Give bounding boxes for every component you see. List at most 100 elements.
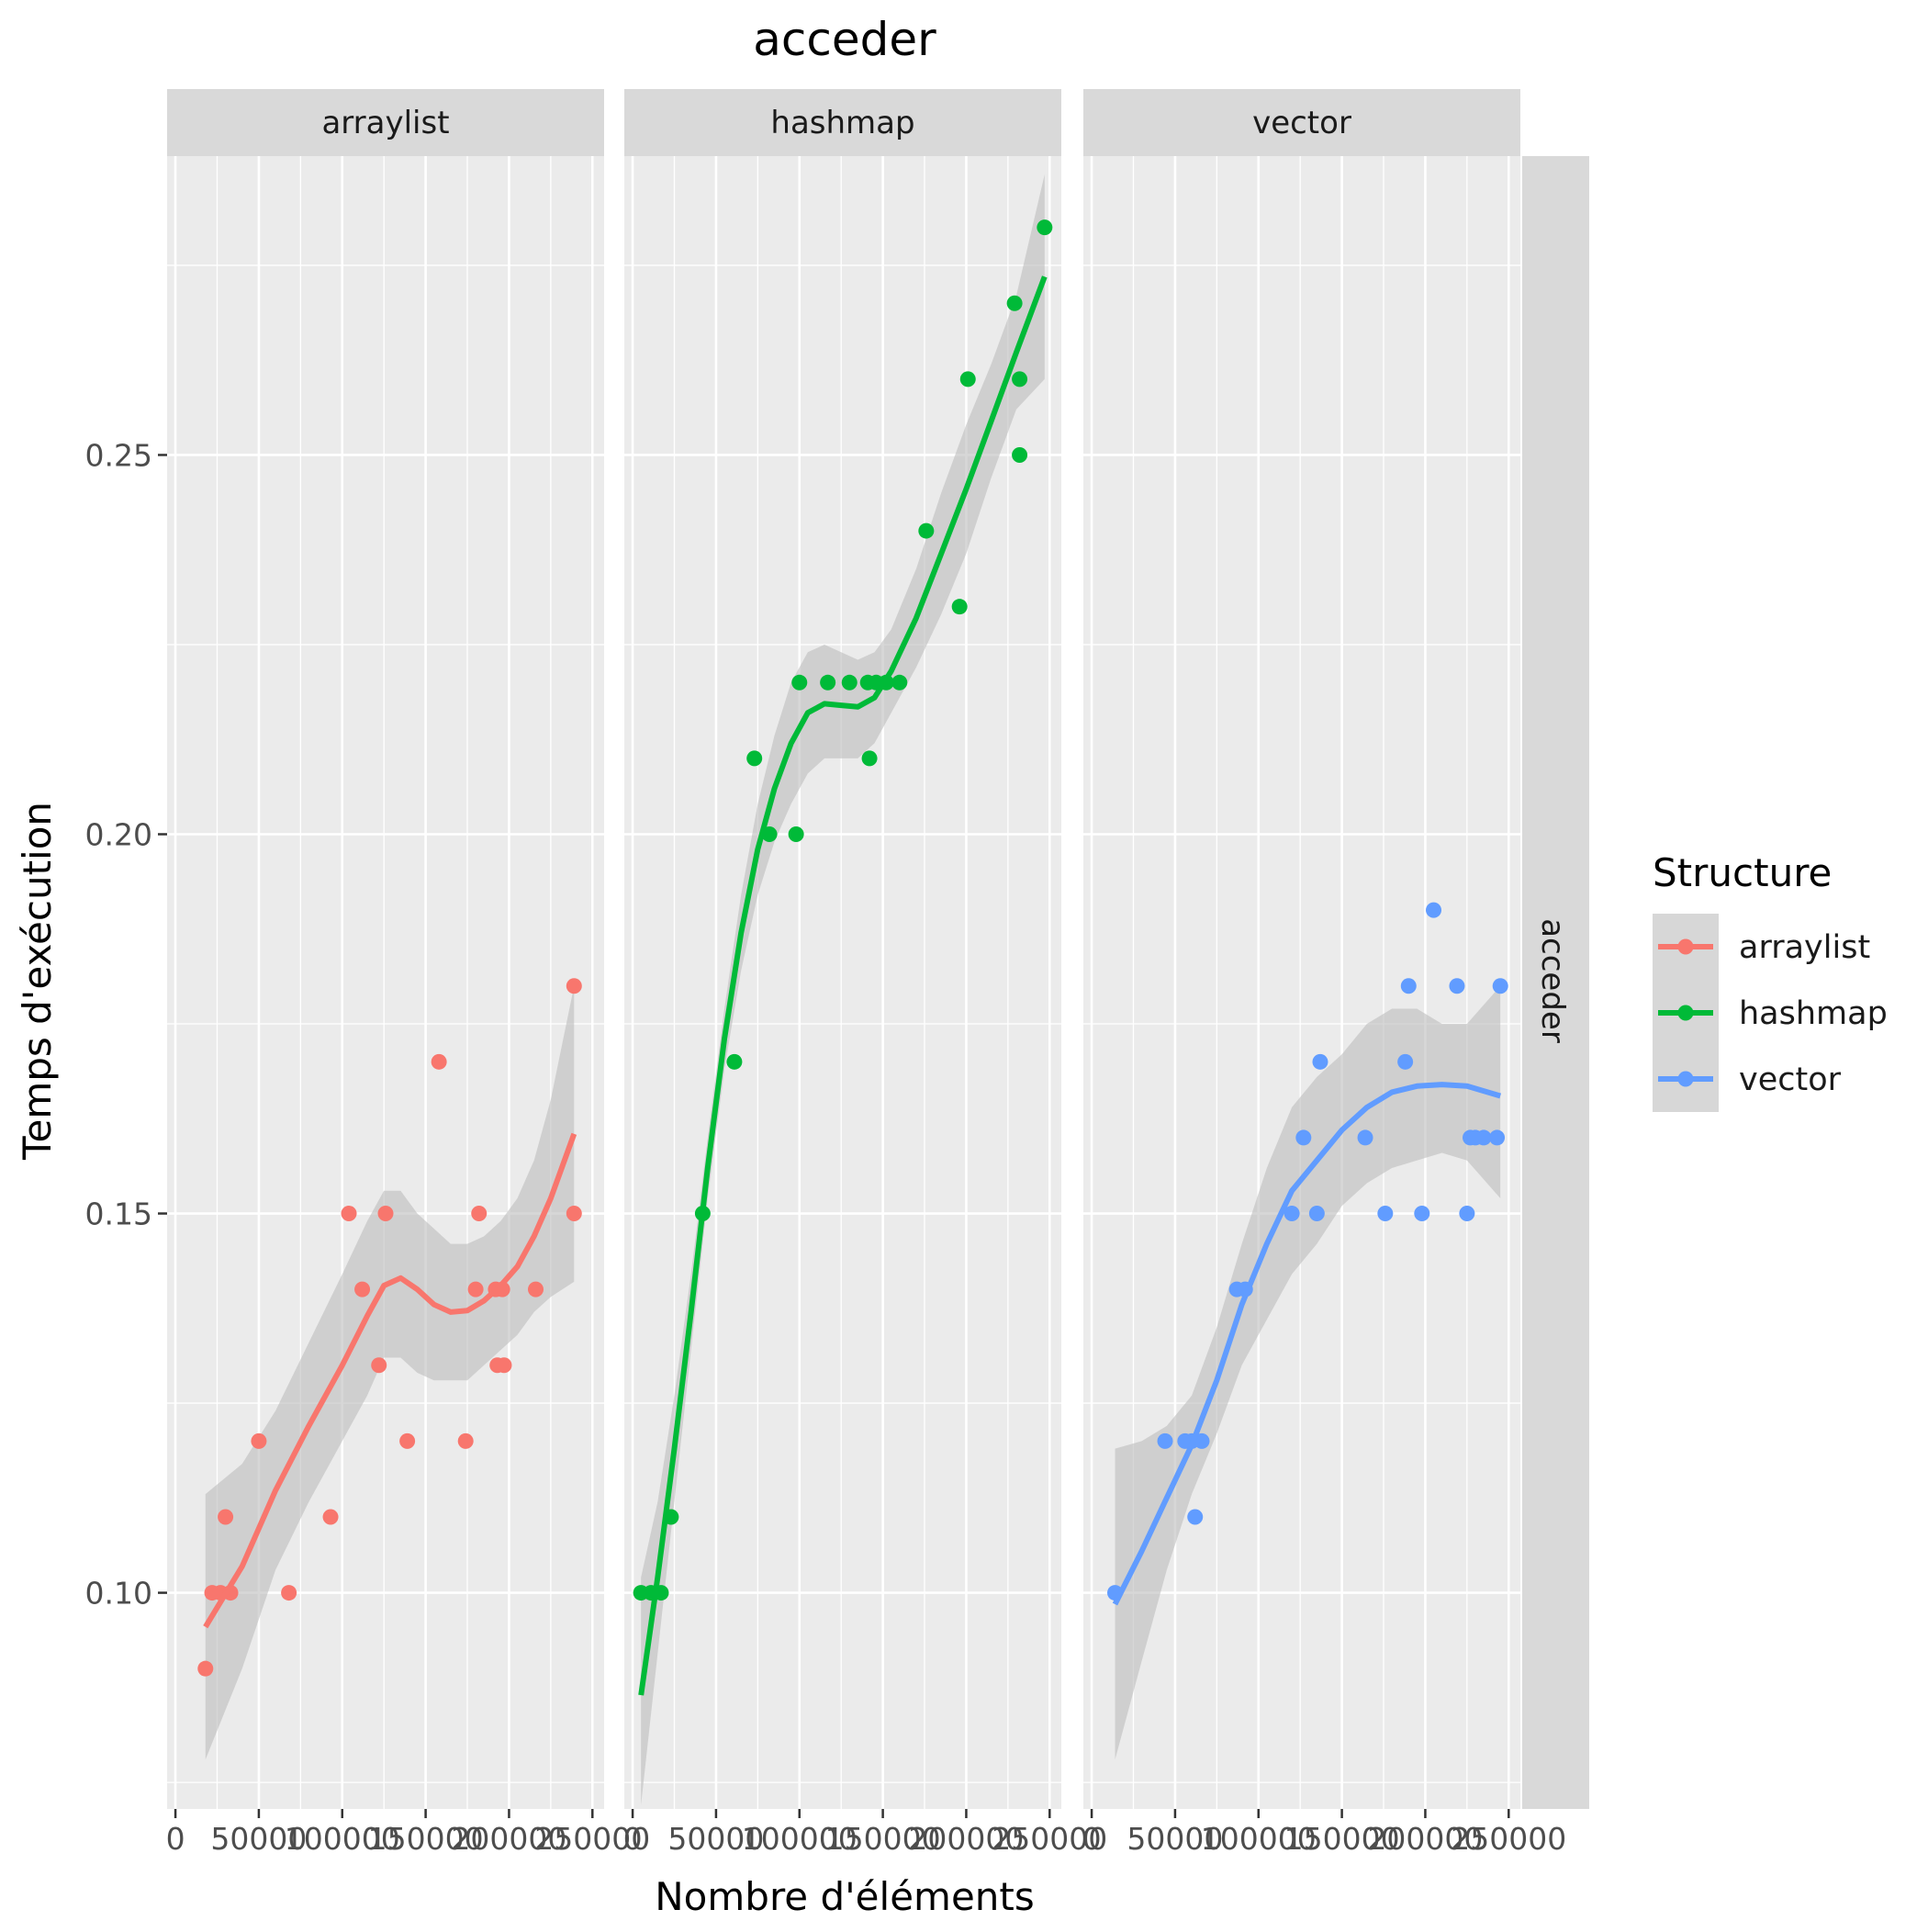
data-point <box>959 371 976 388</box>
data-point <box>1475 1129 1492 1146</box>
x-tick-label: 200000 <box>451 1821 566 1857</box>
data-point <box>251 1432 267 1449</box>
data-point <box>197 1660 214 1677</box>
data-point <box>1489 1129 1506 1146</box>
data-point <box>1187 1509 1204 1525</box>
smooth-line <box>1112 1082 1502 1606</box>
y-tick-label: 0.20 <box>85 817 152 853</box>
legend-title: Structure <box>1653 850 1832 895</box>
data-point <box>746 750 763 767</box>
data-point <box>566 978 582 994</box>
smooth-line <box>203 1132 577 1629</box>
x-tick-label: 100000 <box>1201 1821 1317 1857</box>
data-point <box>371 1357 387 1374</box>
smooth-line <box>638 275 1048 1696</box>
x-tick-label: 50000 <box>667 1821 764 1857</box>
data-point <box>528 1281 544 1297</box>
data-point <box>1397 1053 1414 1070</box>
legend-item-vector: vector <box>1653 1046 1842 1112</box>
data-point <box>1194 1432 1210 1449</box>
y-tick-label: 0.10 <box>85 1576 152 1612</box>
data-point <box>1400 978 1417 994</box>
data-point <box>399 1432 416 1449</box>
x-axis-label: Nombre d'éléments <box>655 1874 1035 1919</box>
x-tick-label: 250000 <box>1451 1821 1566 1857</box>
data-point <box>1312 1053 1328 1070</box>
data-point <box>951 599 968 615</box>
data-point <box>467 1281 484 1297</box>
panel-vector: vector <box>1083 89 1520 1809</box>
data-point <box>1006 295 1023 311</box>
legend: Structure arraylist hashmap vector <box>1653 850 1888 1112</box>
row-strip-background <box>1522 156 1589 1809</box>
data-point <box>1449 978 1465 994</box>
data-point <box>841 674 858 691</box>
legend-label: hashmap <box>1739 995 1888 1032</box>
panel-hashmap: hashmap <box>624 89 1061 1809</box>
x-tick-label: 0 <box>166 1821 185 1857</box>
panels-layer: arraylist hashmap vector <box>167 89 1520 1809</box>
x-tick-label: 250000 <box>534 1821 650 1857</box>
legend-key-point <box>1677 1005 1694 1021</box>
legend-item-arraylist: arraylist <box>1653 914 1870 980</box>
data-point <box>1357 1129 1373 1146</box>
data-point <box>788 826 804 843</box>
x-tick-label: 50000 <box>1127 1821 1223 1857</box>
data-point <box>1283 1206 1300 1222</box>
x-tick-label: 250000 <box>992 1821 1107 1857</box>
data-point <box>1414 1206 1430 1222</box>
x-tick-label: 0 <box>623 1821 643 1857</box>
y-tick-label: 0.25 <box>85 437 152 473</box>
data-point <box>791 674 808 691</box>
legend-label: vector <box>1739 1061 1842 1098</box>
data-point <box>918 522 935 539</box>
data-point <box>1492 978 1508 994</box>
data-point <box>496 1357 512 1374</box>
facet-strip-arraylist <box>167 89 604 156</box>
data-point <box>354 1281 371 1297</box>
data-point <box>820 674 836 691</box>
data-point <box>566 1206 582 1222</box>
data-point <box>281 1585 297 1601</box>
data-point <box>1157 1432 1173 1449</box>
panel-arraylist: arraylist <box>167 89 604 1809</box>
data-point <box>1426 902 1442 918</box>
facet-strip-label: vector <box>1252 105 1351 141</box>
x-tick-label: 150000 <box>1284 1821 1400 1857</box>
x-tick-label: 100000 <box>742 1821 858 1857</box>
data-point <box>218 1509 234 1525</box>
data-point <box>1377 1206 1394 1222</box>
confidence-band <box>641 174 1045 1805</box>
data-point <box>457 1432 474 1449</box>
legend-item-hashmap: hashmap <box>1653 980 1888 1046</box>
data-point <box>1295 1129 1312 1146</box>
data-point <box>891 674 908 691</box>
legend-key-point <box>1677 938 1694 955</box>
x-tick-label: 150000 <box>825 1821 941 1857</box>
x-tick-label: 150000 <box>368 1821 484 1857</box>
data-point <box>1037 219 1053 236</box>
data-point <box>471 1206 488 1222</box>
y-tick-label: 0.15 <box>85 1196 152 1232</box>
data-point <box>431 1053 447 1070</box>
data-point <box>377 1206 394 1222</box>
facet-strip-label: arraylist <box>321 105 449 141</box>
y-axis-label: Temps d'exécution <box>15 802 60 1161</box>
facet-strip-label: hashmap <box>770 105 914 141</box>
data-point <box>861 750 878 767</box>
data-point <box>1308 1206 1325 1222</box>
x-tick-label: 200000 <box>1367 1821 1483 1857</box>
legend-label: arraylist <box>1739 929 1870 966</box>
facet-strip-vector <box>1083 89 1520 156</box>
data-point <box>341 1206 357 1222</box>
data-point <box>322 1509 339 1525</box>
legend-key-point <box>1677 1071 1694 1087</box>
x-tick-label: 50000 <box>210 1821 307 1857</box>
data-point <box>1459 1206 1475 1222</box>
x-tick-label: 100000 <box>285 1821 400 1857</box>
facet-strip-hashmap <box>624 89 1061 156</box>
data-point <box>726 1053 743 1070</box>
